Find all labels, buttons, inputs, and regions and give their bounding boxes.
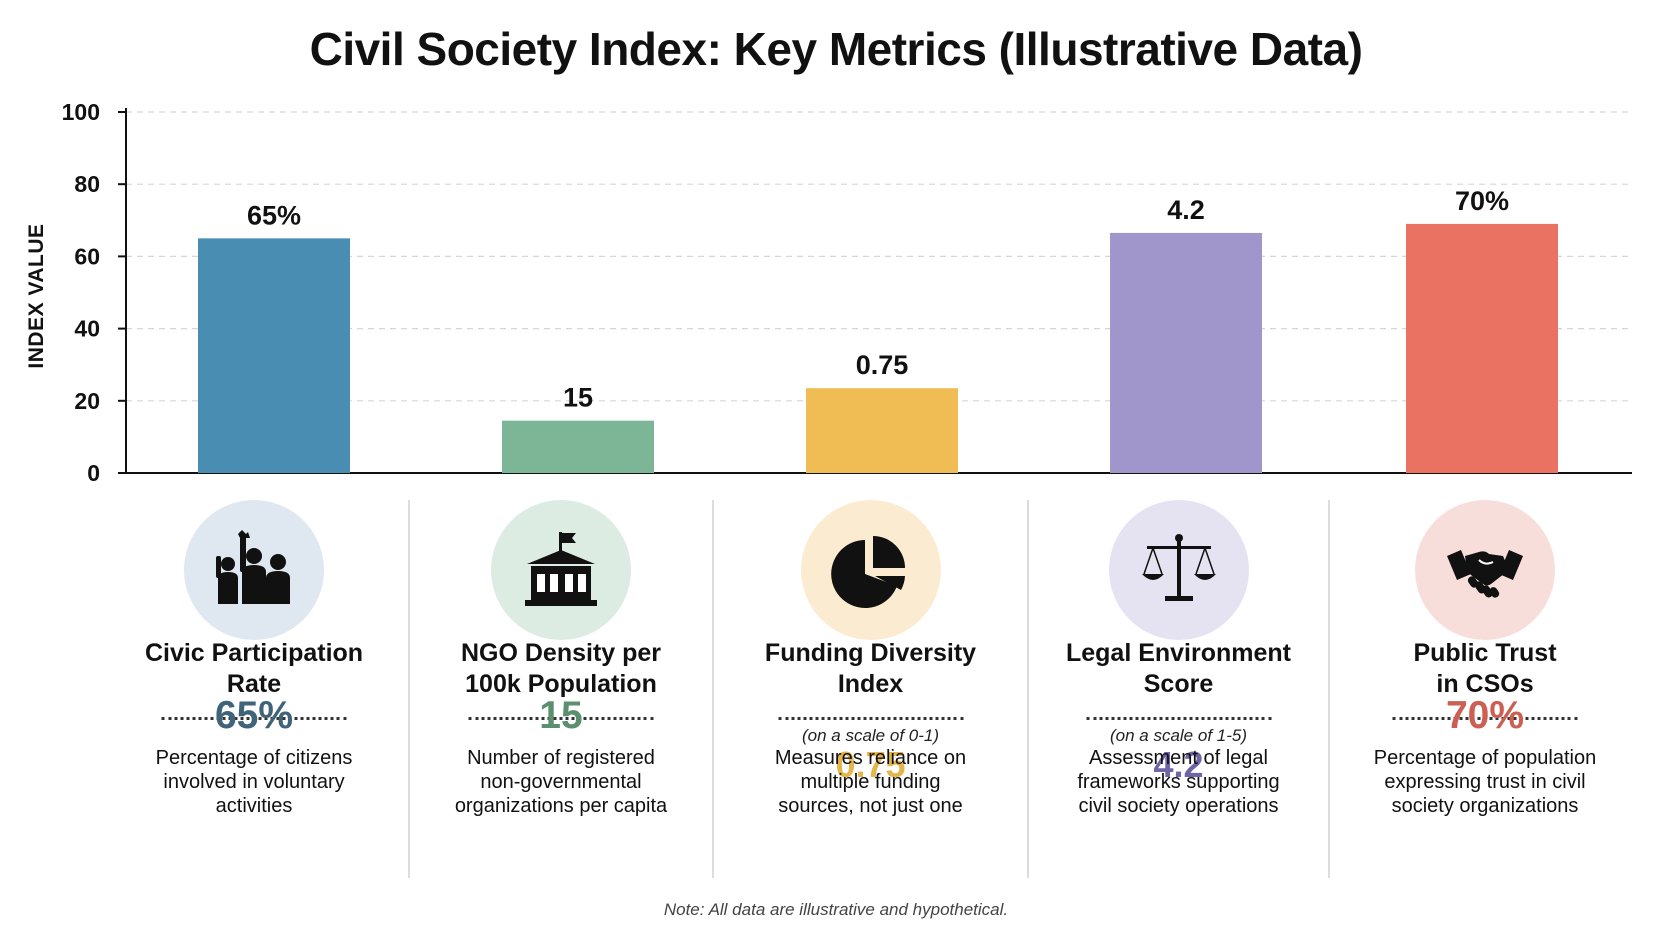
metric-description-line: Percentage of citizens [155, 747, 353, 769]
building-with-flag-icon [525, 532, 597, 606]
metric-title-line: Legal Environment [1065, 639, 1292, 667]
metric-title-line: Funding Diversity [764, 639, 977, 667]
scales-of-justice-icon [1141, 534, 1216, 601]
metric-title-line: Score [1143, 670, 1214, 698]
bar [1406, 223, 1558, 473]
icon-circle [491, 500, 631, 640]
icon-circle [1415, 500, 1555, 640]
metric-description-line: Measures reliance on [774, 747, 967, 769]
y-tick-label: 40 [74, 316, 100, 342]
metric-card-legal-environment: Legal Environment Score (on a scale of 1… [1029, 500, 1328, 880]
card-divider [1027, 500, 1029, 878]
scale-note: (on a scale of 1-5) [1109, 726, 1247, 745]
icon-circle [1108, 500, 1249, 640]
metric-card-civic-participation: Civic Participation Rate 65% Percentage … [100, 500, 408, 880]
metric-description-line: civil society operations [1078, 795, 1279, 817]
metric-title: Legal Environment Score [1029, 638, 1328, 700]
dotted-divider [778, 717, 963, 720]
metric-card-ngo-density: NGO Density per 100k Population 15 Numbe… [410, 500, 712, 880]
handshake-icon [1447, 550, 1523, 598]
metric-title: Funding Diversity Index [714, 638, 1027, 700]
pie-chart-icon [830, 536, 905, 608]
dotted-divider [1086, 717, 1271, 720]
metric-title-line: Index [837, 670, 904, 698]
dotted-divider [161, 717, 347, 720]
footnote: Note: All data are illustrative and hypo… [663, 900, 1009, 919]
metric-value: 0.75 [835, 744, 906, 785]
bar-data-label: 15 [563, 383, 593, 413]
y-tick-label: 60 [74, 243, 100, 269]
metric-description-line: Number of registered [467, 747, 655, 769]
bar-data-label: 4.2 [1167, 195, 1205, 225]
metric-card-funding-diversity: Funding Diversity Index (on a scale of 0… [714, 500, 1027, 880]
metric-description-line: activities [215, 795, 293, 817]
bar-data-label: 70% [1455, 186, 1509, 216]
metric-description-line: society organizations [1391, 795, 1579, 817]
metric-description-line: multiple funding [800, 771, 941, 793]
scale-note: (on a scale of 0-1) [801, 726, 939, 745]
metric-card-public-trust: Public Trust in CSOs 70% Percentage of p… [1330, 500, 1640, 880]
metric-description: Measures reliance on multiple funding so… [714, 746, 1027, 818]
metric-title-line: in CSOs [1436, 670, 1534, 698]
metric-value: 65% [214, 694, 294, 737]
y-tick-label: 20 [74, 388, 100, 414]
metric-value: 4.2 [1153, 744, 1204, 785]
icon-circle [184, 500, 324, 640]
dotted-divider [468, 717, 654, 720]
metric-description-line: organizations per capita [454, 795, 668, 817]
metric-title-line: Public Trust [1413, 639, 1557, 667]
bar-data-label: 65% [247, 200, 301, 230]
y-tick-label: 80 [74, 171, 100, 197]
metric-title-line: Rate [226, 670, 282, 698]
metric-description-line: involved in voluntary [163, 771, 345, 793]
bar [502, 420, 654, 473]
metric-title-line: NGO Density per [460, 639, 662, 667]
metric-title: Public Trust in CSOs [1330, 638, 1640, 700]
y-tick-label: 100 [62, 99, 100, 125]
bar-chart: 0 20 40 60 80 100 65% 15 0.75 4.2 70% [62, 99, 1632, 486]
bar [198, 238, 350, 473]
metric-value: 70% [1445, 694, 1525, 737]
card-divider [1328, 500, 1330, 878]
metric-description-line: Assessment of legal [1089, 747, 1268, 769]
metric-title-line: Civic Participation [144, 639, 364, 667]
bar [1110, 232, 1262, 473]
card-divider [408, 500, 410, 878]
metric-title-line: 100k Population [465, 670, 657, 698]
dotted-divider [1392, 717, 1578, 720]
metric-description-line: Percentage of population [1373, 747, 1597, 769]
metric-title: NGO Density per 100k Population [410, 638, 712, 700]
bar-data-label: 0.75 [856, 350, 909, 380]
card-divider [712, 500, 714, 878]
metric-description-line: frameworks supporting [1077, 771, 1280, 793]
metric-description: Number of registered non-governmental or… [410, 746, 712, 818]
chart-title: Civil Society Index: Key Metrics (Illust… [309, 23, 1363, 75]
metric-description: Percentage of population expressing trus… [1330, 746, 1640, 818]
raised-hands-people-icon [216, 530, 290, 604]
metric-description: Percentage of citizens involved in volun… [100, 746, 408, 818]
y-tick-label: 0 [87, 460, 100, 486]
bar [806, 388, 958, 473]
metric-title: Civic Participation Rate [100, 638, 408, 700]
metric-description-line: sources, not just one [778, 795, 963, 817]
metric-description: Assessment of legal frameworks supportin… [1029, 746, 1328, 818]
metric-value: 15 [539, 694, 583, 737]
metric-cards: Civic Participation Rate 65% Percentage … [100, 500, 1640, 880]
icon-circle [800, 500, 941, 640]
metric-description-line: non-governmental [480, 771, 642, 793]
metric-description-line: expressing trust in civil [1384, 771, 1586, 793]
y-axis-label: INDEX VALUE [25, 223, 48, 369]
